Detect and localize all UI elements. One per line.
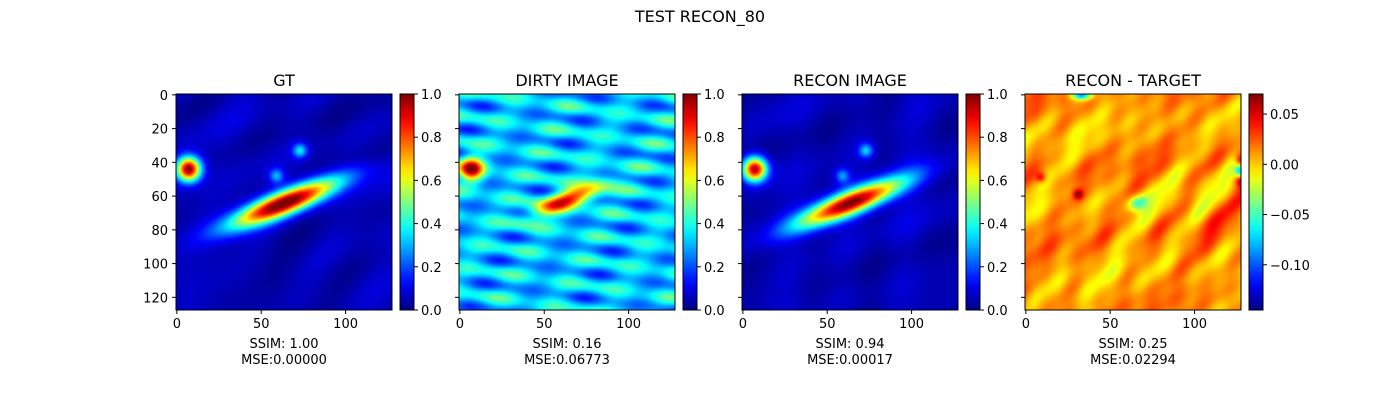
colorbar-tick-label: 0.6 <box>987 174 1008 189</box>
x-tick-label: 50 <box>253 317 270 332</box>
panel-1: GT 0 50 100 0 20 40 60 80 100 120 SSIM: 1.00MSE:0.0… <box>143 71 442 368</box>
x-tick-label: 50 <box>536 317 553 332</box>
colorbar <box>1248 93 1264 311</box>
colorbar-tick-label: 0.05 <box>1270 108 1299 123</box>
heatmap-image <box>1025 94 1241 310</box>
panel-title: GT <box>273 71 295 90</box>
heatmap-image <box>459 94 675 310</box>
colorbar-tick-label: 1.0 <box>421 88 442 103</box>
colorbar-tick-label: 0.8 <box>704 131 725 146</box>
metric-label: MSE:0.02294 <box>1090 353 1176 368</box>
colorbar-tick-label: 0.2 <box>987 261 1008 276</box>
figure-title: TEST RECON_80 <box>634 7 765 27</box>
colorbar-tick-label: 0.0 <box>987 304 1008 319</box>
colorbar <box>682 93 698 311</box>
y-tick-label: 100 <box>143 258 168 273</box>
heatmap-image <box>742 94 958 310</box>
colorbar-tick-label: 0.6 <box>421 174 442 189</box>
y-tick-label: 0 <box>160 89 168 104</box>
colorbar-tick-label: 0.00 <box>1270 158 1299 173</box>
colorbar-tick-label: 0.2 <box>421 261 442 276</box>
axes-frame <box>175 93 393 311</box>
metric-label: MSE:0.00017 <box>807 353 893 368</box>
x-tick-label: 100 <box>333 317 358 332</box>
y-tick-label: 60 <box>151 190 168 205</box>
x-tick-label: 0 <box>739 317 747 332</box>
panel-title: DIRTY IMAGE <box>515 71 618 90</box>
colorbar <box>399 93 415 311</box>
colorbar-tick-label: 0.0 <box>421 304 442 319</box>
y-tick-label: 20 <box>151 123 168 138</box>
colorbar-tick-label: 1.0 <box>704 88 725 103</box>
colorbar-tick-label: 1.0 <box>987 88 1008 103</box>
x-tick-label: 100 <box>1182 317 1207 332</box>
x-tick-label: 100 <box>616 317 641 332</box>
metric-label: SSIM: 0.16 <box>532 337 601 352</box>
metric-label: SSIM: 1.00 <box>249 337 318 352</box>
x-tick-label: 0 <box>456 317 464 332</box>
metric-label: MSE:0.06773 <box>524 353 610 368</box>
colorbar-tick-label: 0.8 <box>987 131 1008 146</box>
axes-frame <box>1024 93 1242 311</box>
y-tick-label: 80 <box>151 224 168 239</box>
panel-title: RECON - TARGET <box>1065 71 1201 90</box>
colorbar-tick-label: 0.8 <box>421 131 442 146</box>
panel-title: RECON IMAGE <box>793 71 907 90</box>
panel-4: RECON - TARGET 0 50 100 SSIM: 0.25MSE:0.0229… <box>1021 71 1310 368</box>
y-tick-label: 120 <box>143 291 168 306</box>
colorbar-tick-label: 0.0 <box>704 304 725 319</box>
x-tick-label: 100 <box>899 317 924 332</box>
colorbar-tick-label: 0.6 <box>704 174 725 189</box>
axes-frame <box>741 93 959 311</box>
x-tick-label: 0 <box>173 317 181 332</box>
heatmap-image <box>176 94 392 310</box>
colorbar-tick-label: −0.10 <box>1270 259 1310 274</box>
metric-label: SSIM: 0.25 <box>1098 337 1167 352</box>
metric-label: SSIM: 0.94 <box>815 337 884 352</box>
colorbar <box>965 93 981 311</box>
metric-label: MSE:0.00000 <box>241 353 327 368</box>
colorbar-tick-label: −0.05 <box>1270 209 1310 224</box>
x-tick-label: 0 <box>1022 317 1030 332</box>
colorbar-tick-label: 0.4 <box>987 218 1008 233</box>
axes-frame <box>458 93 676 311</box>
y-tick-label: 40 <box>151 156 168 171</box>
colorbar-tick-label: 0.4 <box>421 218 442 233</box>
x-tick-label: 50 <box>1102 317 1119 332</box>
colorbar-tick-label: 0.2 <box>704 261 725 276</box>
x-tick-label: 50 <box>819 317 836 332</box>
colorbar-tick-label: 0.4 <box>704 218 725 233</box>
